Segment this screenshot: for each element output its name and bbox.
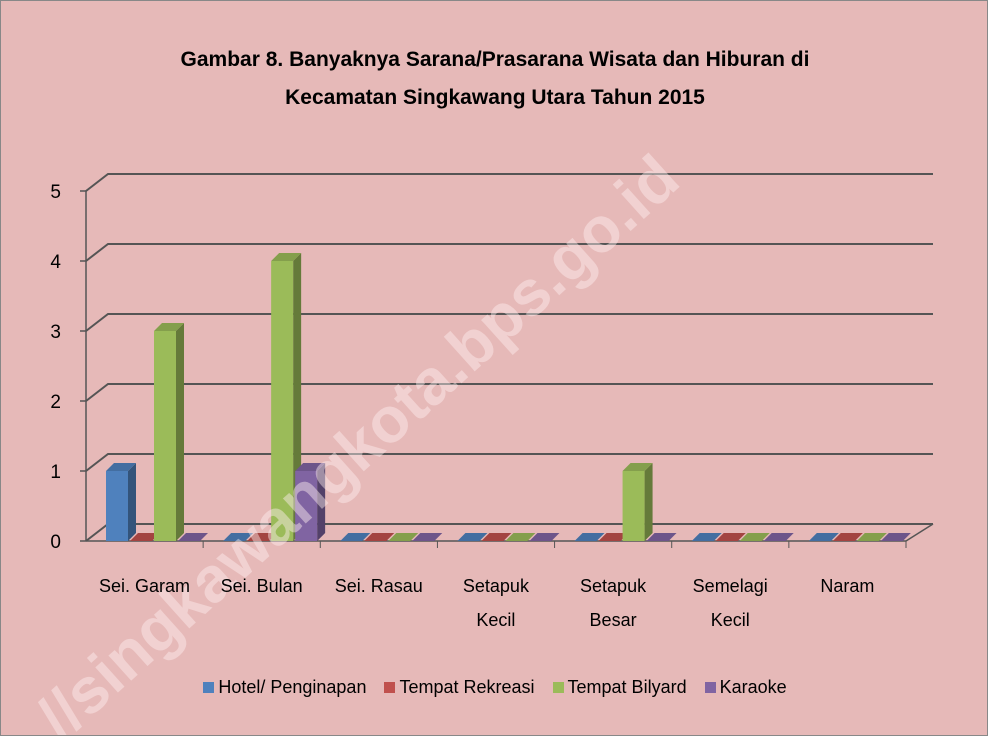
bar-top [622, 463, 653, 471]
bar-top [856, 533, 887, 541]
bar-top [412, 533, 443, 541]
bar [295, 471, 318, 541]
grid-line [85, 243, 933, 262]
x-tick-label: Sei. Bulan [220, 576, 303, 596]
legend: Hotel/ Penginapan Tempat Rekreasi Tempat B… [1, 677, 987, 698]
y-tick-label: 0 [50, 532, 61, 553]
bar-top [832, 533, 863, 541]
bar-top [247, 533, 278, 541]
bar-top [880, 533, 911, 541]
bar-side [176, 323, 184, 541]
y-tick-label: 3 [50, 322, 61, 343]
legend-swatch [552, 682, 564, 693]
bar-side [128, 463, 136, 541]
bar-top [529, 533, 560, 541]
watermark: //singkawangkota.bps.go.id [23, 141, 692, 735]
y-tick-label: 4 [50, 252, 61, 273]
bar-top [130, 533, 160, 541]
bar [106, 471, 128, 541]
x-tick-label: Sei. Rasau [334, 576, 423, 596]
bar-top [808, 533, 839, 541]
bar-top [715, 533, 746, 541]
bar-top [763, 533, 794, 541]
bar-top [481, 533, 512, 541]
bar-top [340, 533, 371, 541]
bar-top [295, 463, 326, 471]
legend-swatch [384, 682, 396, 693]
legend-label: Karaoke [719, 677, 787, 697]
x-tick-label: Setapuk Besar [580, 576, 647, 630]
legend-item: Karaoke [704, 677, 787, 698]
x-tick-label: Sei. Garam [98, 576, 191, 596]
bar [271, 261, 294, 541]
legend-item: Tempat Rekreasi [384, 677, 535, 698]
legend-item: Hotel/ Penginapan [203, 677, 366, 698]
bar-top [598, 533, 629, 541]
bar-side [644, 463, 653, 541]
bar-top [223, 533, 254, 541]
y-tick-label: 5 [50, 182, 61, 203]
chart-title: Gambar 8. Banyaknya Sarana/Prasarana Wis… [180, 48, 810, 109]
bar-top [154, 323, 184, 331]
bar [622, 471, 645, 541]
bar-top [574, 533, 605, 541]
y-tick-label: 1 [50, 462, 61, 483]
bar-top [388, 533, 419, 541]
bar-top [106, 463, 136, 471]
legend-label: Hotel/ Penginapan [218, 677, 367, 697]
grid-line [85, 173, 933, 192]
bar-top [646, 533, 677, 541]
bar-top [739, 533, 770, 541]
bar-side [317, 463, 326, 541]
x-tick-label: Naram [820, 576, 875, 596]
legend-swatch [704, 682, 716, 693]
bar [154, 331, 176, 541]
bar-top [691, 533, 722, 541]
legend-label: Tempat Rekreasi [399, 677, 535, 697]
legend-swatch [203, 682, 215, 693]
legend-label: Tempat Bilyard [567, 677, 687, 697]
legend-item: Tempat Bilyard [552, 677, 687, 698]
bar-top [271, 253, 302, 261]
bar-top [505, 533, 536, 541]
x-tick-label: Semelagi Kecil [692, 576, 768, 630]
grid-line [85, 313, 933, 332]
y-tick-label: 2 [50, 392, 61, 413]
grid-line [85, 453, 933, 472]
bar-top [457, 533, 488, 541]
grid-line [85, 383, 933, 402]
bar-top [364, 533, 395, 541]
bar-top [178, 533, 208, 541]
x-tick-label: Setapuk Kecil [462, 576, 529, 630]
